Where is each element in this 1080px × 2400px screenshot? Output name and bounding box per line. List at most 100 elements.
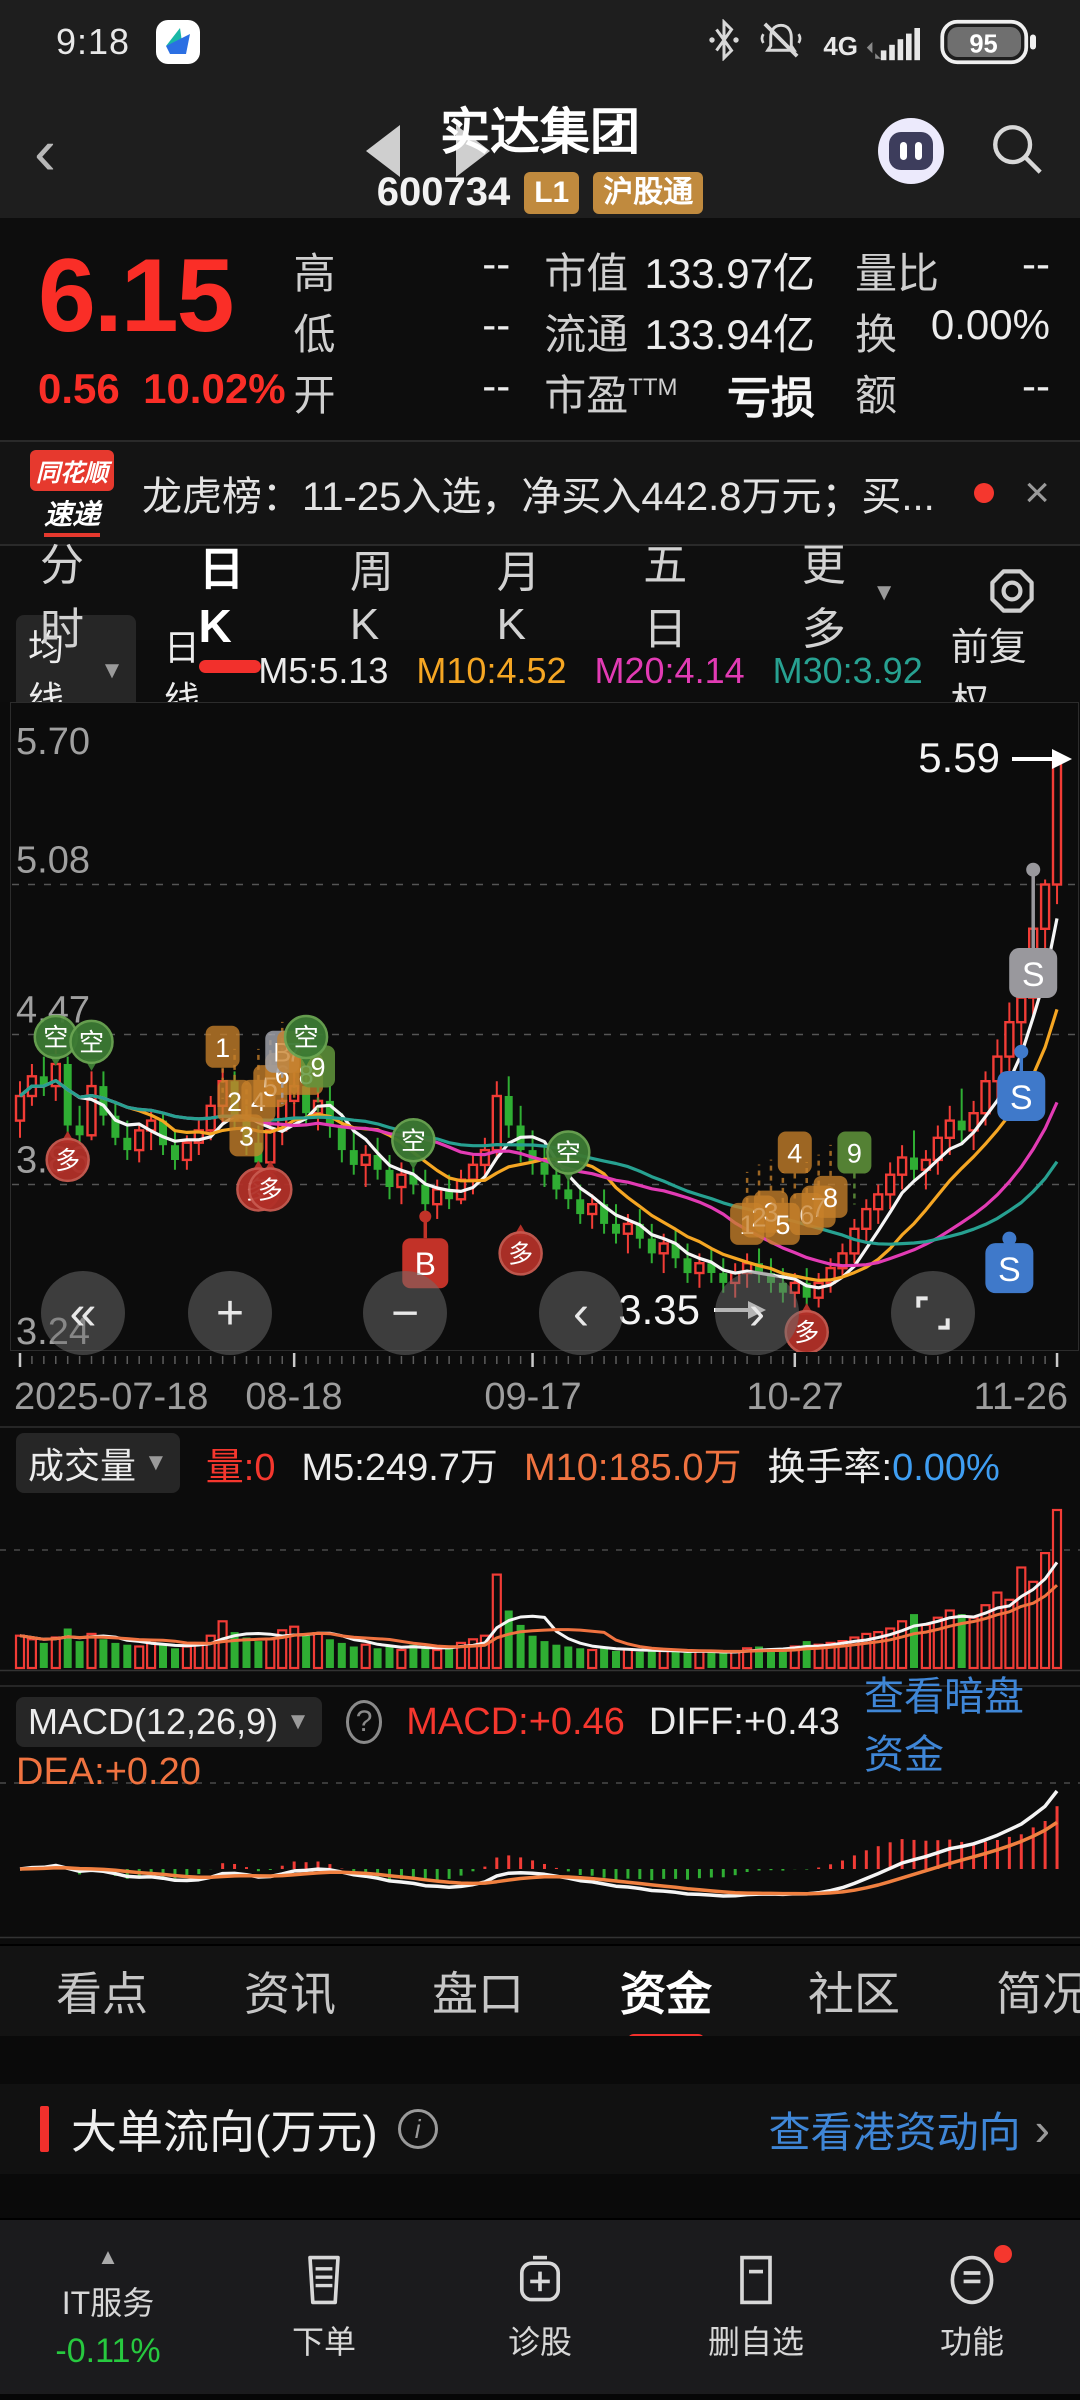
price-change: 0.56 [38, 365, 120, 413]
axis-date: 10-27 [746, 1376, 844, 1418]
home-indicator-area [0, 2394, 1080, 2400]
big-order-flow-header: 大单流向(万元) i 查看港资动向 › [0, 2084, 1080, 2174]
macd-canvas[interactable] [0, 1749, 1080, 1939]
pan-left-button[interactable]: ‹ [539, 1271, 623, 1355]
clock: 9:18 [56, 21, 131, 62]
quote-panel: 6.15 0.56 10.02% 高 -- 低 -- 开 -- 市值 133.97亿 流… [0, 218, 1080, 440]
svg-text:8: 8 [823, 1183, 838, 1213]
svg-text:5.08: 5.08 [16, 839, 90, 881]
zoom-out-button[interactable]: − [363, 1271, 447, 1355]
section-title: 大单流向(万元) [71, 2106, 378, 2158]
date-axis: 2025-07-18 08-18 09-17 10-27 11-26 [0, 1370, 1080, 1426]
kline-chart[interactable]: 5.705.084.473.863.24空空多123456B789空多多空B多空… [0, 702, 1080, 1426]
candlestick-canvas[interactable]: 5.705.084.473.863.24空空多123456B789空多多空B多空… [0, 702, 1080, 1355]
svg-text:空: 空 [79, 1029, 104, 1057]
diff-value: DIFF:+0.43 [648, 1700, 840, 1743]
tab-news[interactable]: 资讯 [244, 1968, 336, 2020]
svg-text:多: 多 [508, 1240, 533, 1268]
quote-col-ohl: 高 -- 低 -- 开 -- [293, 240, 511, 419]
chart-settings-icon[interactable] [984, 563, 1040, 624]
unread-dot [974, 483, 995, 503]
tab-community[interactable]: 社区 [808, 1968, 900, 2020]
svg-text:9: 9 [847, 1139, 862, 1169]
tab-weekly-k[interactable]: 周K [349, 548, 394, 649]
search-icon[interactable] [988, 120, 1046, 183]
functions-icon [944, 2245, 1012, 2309]
svg-text:空: 空 [43, 1024, 68, 1052]
svg-text:95: 95 [969, 31, 997, 59]
l1-badge: L1 [524, 171, 580, 214]
fullscreen-button[interactable] [891, 1271, 975, 1355]
macd-selector[interactable]: MACD(12,26,9) ▼ [16, 1697, 322, 1747]
svg-text:5.59: 5.59 [918, 734, 1000, 781]
ma30-value: M30:3.92 [772, 650, 923, 691]
ma-indicator-bar: 均线 ▼ 日线 M5:5.13 M10:4.52 M20:4.14 M30:3.9… [0, 615, 1080, 727]
tab-monthly-k[interactable]: 月K [496, 548, 541, 649]
svg-text:多: 多 [794, 1319, 819, 1347]
tab-f10[interactable]: 简况(F10) [996, 1968, 1080, 2020]
svg-text:多: 多 [258, 1176, 283, 1204]
collapse-arrow-icon: ▲ [97, 2243, 119, 2269]
rewind-button[interactable]: « [41, 1271, 125, 1355]
quote-col-ratio: 量比 -- 换 0.00% 额 -- [855, 240, 1050, 419]
tab-minute[interactable]: 分时 [40, 541, 84, 654]
volume-canvas[interactable] [0, 1492, 1080, 1680]
axis-date: 11-26 [973, 1376, 1068, 1418]
info-icon[interactable]: i [397, 2109, 438, 2149]
svg-text:5.70: 5.70 [16, 721, 90, 763]
svg-text:S: S [998, 1251, 1021, 1289]
dea-value: DEA:+0.20 [16, 1751, 201, 1793]
tab-order-book[interactable]: 盘口 [432, 1968, 524, 2020]
turnover: 换手率:0.00% [767, 1446, 1000, 1489]
next-stock-button[interactable] [455, 125, 490, 177]
prev-stock-button[interactable] [365, 125, 400, 177]
ths-express-logo: 同花顺 速递 [24, 449, 120, 537]
zoom-in-button[interactable]: + [188, 1271, 272, 1355]
svg-text:4: 4 [787, 1139, 802, 1169]
help-icon[interactable]: ? [345, 1700, 383, 1744]
volume-ma5: M5:249.7万 [301, 1446, 498, 1489]
axis-date: 2025-07-18 [14, 1376, 209, 1418]
nav-remove-watchlist[interactable]: 删自选 [648, 2220, 864, 2394]
macd-value: MACD:+0.46 [406, 1700, 625, 1743]
market-badge: 沪股通 [593, 171, 704, 214]
dark-pool-link[interactable]: 查看暗盘资金 [864, 1675, 1024, 1777]
tab-highlights[interactable]: 看点 [56, 1968, 148, 2020]
svg-text:5: 5 [775, 1210, 790, 1240]
volume-pane: 成交量 ▼ 量:0 M5:249.7万 M10:185.0万 换手率:0.00% [0, 1426, 1080, 1685]
svg-text:1: 1 [215, 1033, 230, 1063]
nav-diagnose[interactable]: 诊股 [432, 2220, 648, 2394]
page-title: 实达集团 [440, 104, 640, 160]
bluetooth-icon [709, 17, 740, 66]
nav-place-order[interactable]: 下单 [216, 2220, 432, 2394]
section-accent-bar [40, 2106, 49, 2152]
price-change-pct: 10.02% [143, 365, 286, 413]
hk-flow-link[interactable]: 查看港资动向 [768, 2108, 1021, 2156]
ma10-value: M10:4.52 [416, 650, 567, 691]
axis-date: 09-17 [484, 1376, 582, 1418]
news-banner-text[interactable]: 龙虎榜：11-25入选，净买入442.8万元；买... [142, 475, 935, 519]
close-icon[interactable]: × [1024, 468, 1050, 517]
signal-4g-icon: 4G [823, 22, 920, 62]
tab-five-day[interactable]: 五日 [643, 541, 688, 654]
svg-text:空: 空 [556, 1140, 581, 1168]
ai-assistant-icon[interactable] [878, 118, 944, 184]
news-banner[interactable]: 同花顺 速递 龙虎榜：11-25入选，净买入442.8万元；买... × [0, 440, 1080, 546]
tab-more[interactable]: 更多 ▼ [801, 541, 896, 654]
tab-daily-k[interactable]: 日K [198, 525, 262, 673]
chevron-right-icon: › [1034, 2103, 1050, 2155]
nav-functions[interactable]: 功能 [864, 2220, 1080, 2394]
svg-text:空: 空 [294, 1024, 319, 1052]
app-notification-icon [156, 20, 201, 64]
pan-right-button[interactable]: › [715, 1271, 799, 1355]
nav-it-service[interactable]: ▲ IT服务 -0.11% [55, 2243, 161, 2370]
back-button[interactable]: ‹ [34, 114, 56, 188]
svg-text:S: S [1010, 1079, 1033, 1117]
svg-text:S: S [1022, 956, 1045, 994]
svg-text:空: 空 [401, 1127, 426, 1155]
volume-selector[interactable]: 成交量 ▼ [16, 1433, 180, 1493]
it-service-change: -0.11% [55, 2331, 161, 2370]
remove-watchlist-icon [730, 2251, 782, 2309]
order-icon [298, 2251, 350, 2309]
tab-funds[interactable]: 资金 [620, 1958, 712, 2036]
